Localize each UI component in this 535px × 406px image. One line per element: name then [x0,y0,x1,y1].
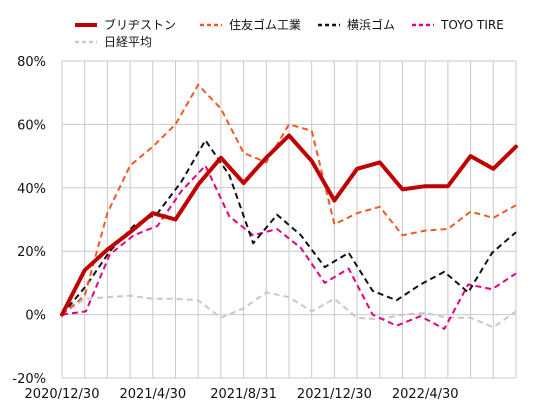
legend-label: 住友ゴム工業 [229,17,301,32]
series-line-1 [60,133,518,317]
grid [61,60,517,379]
legend-label: 日経平均 [104,35,152,49]
y-axis: 80% 60% 40% 20% 0% -20% [12,55,46,387]
y-tick-label: 60% [17,118,46,133]
legend-label: TOYO TIRE [440,18,504,32]
x-tick-label: 2021/12/30 [297,387,372,402]
x-axis: 2020/12/30 2021/4/30 2021/8/31 2021/12/30 20… [25,387,459,402]
x-tick-label: 2021/8/31 [210,387,277,402]
y-tick-label: 0% [25,309,46,324]
series-lines [60,83,518,330]
y-tick-label: -20% [12,372,46,387]
series-line-4 [61,164,517,330]
x-tick-label: 2020/12/30 [25,387,100,402]
legend: ブリヂストン 住友ゴム工業 横浜ゴム TOYO TIRE 日経平均 [75,17,504,49]
y-tick-label: 40% [17,182,46,197]
y-tick-label: 80% [17,55,46,70]
x-tick-label: 2021/4/30 [119,387,186,402]
legend-label: ブリヂストン [104,17,176,32]
y-tick-label: 20% [17,245,46,260]
series-line-3 [61,139,517,316]
legend-label: 横浜ゴム [347,17,395,32]
x-tick-label: 2022/4/30 [392,387,459,402]
series-line-5 [61,291,517,329]
